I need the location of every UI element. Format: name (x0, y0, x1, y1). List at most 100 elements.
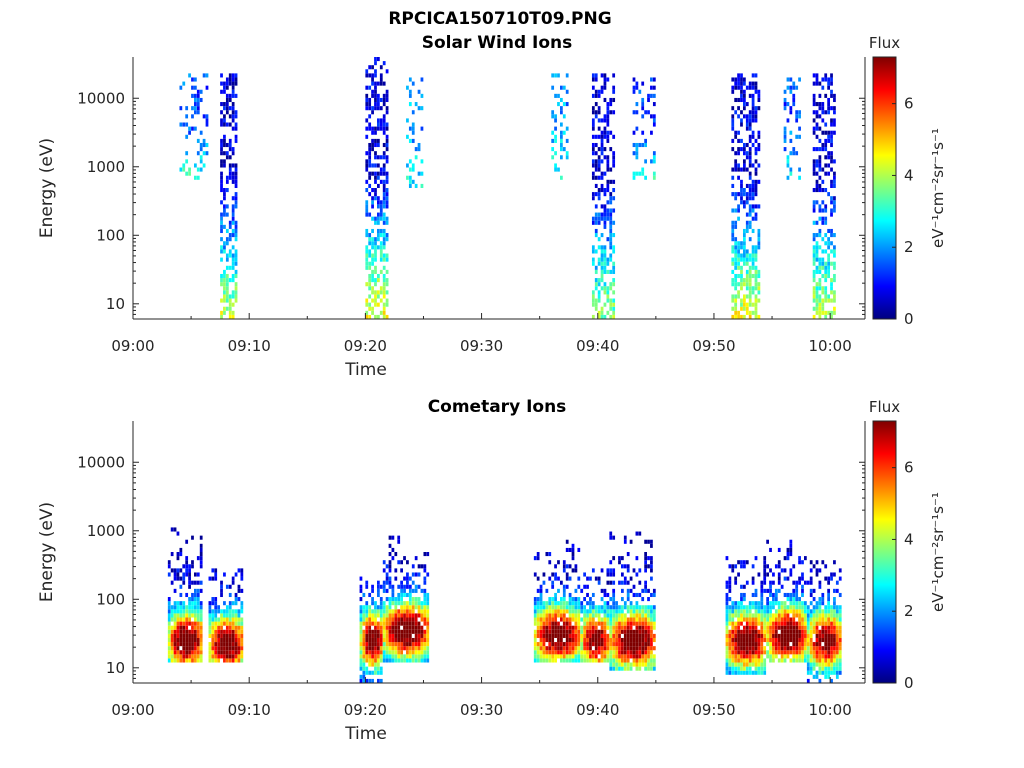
heat-cell (638, 89, 642, 94)
heat-cell (748, 212, 752, 217)
heat-cell (641, 637, 645, 643)
heat-cell (632, 151, 636, 156)
heat-cell (377, 609, 380, 614)
heat-cell (196, 633, 200, 638)
heat-cell (597, 192, 601, 197)
heat-cell (824, 310, 828, 315)
heat-cell (377, 314, 380, 319)
heat-cell (818, 654, 822, 659)
heat-cell (766, 637, 769, 643)
heat-cell (211, 650, 215, 655)
heat-cell (652, 654, 656, 659)
heat-cell (731, 609, 735, 614)
heat-cell (539, 588, 543, 593)
heat-cell (408, 617, 412, 622)
heat-cell (545, 601, 549, 606)
heat-cell (789, 151, 793, 156)
heat-cell (365, 261, 369, 266)
heat-cell (731, 261, 735, 266)
heat-cell (774, 597, 778, 602)
heat-cell (191, 85, 194, 90)
heat-cell (406, 584, 409, 589)
heat-cell (400, 609, 403, 614)
heat-cell (734, 110, 738, 115)
heat-cell (589, 617, 592, 622)
heat-cell (804, 642, 807, 647)
heat-cell (638, 637, 642, 643)
heat-cell (565, 625, 569, 630)
heat-cell (594, 212, 598, 217)
heat-cell (228, 163, 232, 168)
heat-cell (740, 306, 743, 311)
heat-cell (589, 658, 592, 663)
heatmap-cells (167, 527, 842, 683)
heat-cell (400, 646, 403, 651)
heat-cell (368, 65, 372, 70)
heat-cell (365, 633, 369, 638)
heat-cell (377, 670, 380, 675)
heat-cell (400, 617, 403, 622)
heat-cell (231, 629, 235, 634)
heat-cell (420, 77, 424, 82)
heat-cell (792, 147, 796, 152)
heat-cell (228, 314, 232, 319)
heat-cell (542, 637, 546, 643)
heat-cell (606, 633, 610, 638)
heat-cell (629, 633, 633, 638)
heat-cell (835, 617, 839, 622)
heat-cell (597, 294, 601, 299)
heat-cell (751, 196, 755, 201)
heat-cell (833, 130, 836, 135)
heat-cell (577, 605, 581, 610)
heat-cell (804, 633, 807, 638)
heat-cell (626, 642, 630, 647)
heat-cell (772, 629, 775, 634)
heat-cell (638, 605, 642, 610)
heat-cell (580, 658, 584, 663)
heat-cell (737, 192, 740, 197)
heat-cell (365, 134, 369, 139)
heat-cell (185, 556, 189, 561)
heat-cell (414, 654, 418, 659)
heat-cell (400, 629, 403, 634)
heat-cell (798, 114, 801, 119)
heat-cell (214, 621, 218, 626)
heat-cell (368, 261, 372, 266)
heat-cell (225, 204, 229, 209)
heat-cell (745, 294, 749, 299)
heat-cell (225, 642, 229, 647)
heat-cell (379, 310, 383, 315)
heat-cell (740, 97, 743, 103)
heat-cell (211, 637, 215, 643)
heat-cell (815, 257, 819, 262)
heat-cell (179, 658, 183, 663)
heat-cell (600, 269, 604, 274)
heat-cell (737, 629, 740, 634)
heat-cell (766, 650, 769, 655)
heat-cell (644, 621, 647, 626)
heat-cell (580, 650, 584, 655)
heat-cell (223, 282, 226, 287)
heat-cell (641, 114, 645, 119)
heat-cell (621, 650, 624, 655)
heat-cell (618, 642, 621, 647)
heat-cell (833, 662, 836, 667)
heat-cell (812, 188, 816, 193)
heat-cell (231, 658, 235, 663)
heat-cell (408, 183, 412, 188)
heat-cell (594, 633, 598, 638)
heat-cell (745, 650, 749, 655)
heat-cell (176, 572, 180, 577)
heat-cell (760, 633, 764, 638)
heat-cell (382, 200, 386, 205)
heat-cell (533, 556, 537, 561)
heat-cell (551, 642, 555, 647)
heat-cell (417, 637, 421, 643)
heat-cell (757, 662, 761, 667)
heat-cell (833, 159, 836, 164)
heat-cell (406, 629, 409, 634)
heat-cell (830, 151, 833, 156)
heat-cell (731, 114, 735, 119)
heat-cell (382, 241, 386, 246)
heat-cell (815, 302, 819, 307)
